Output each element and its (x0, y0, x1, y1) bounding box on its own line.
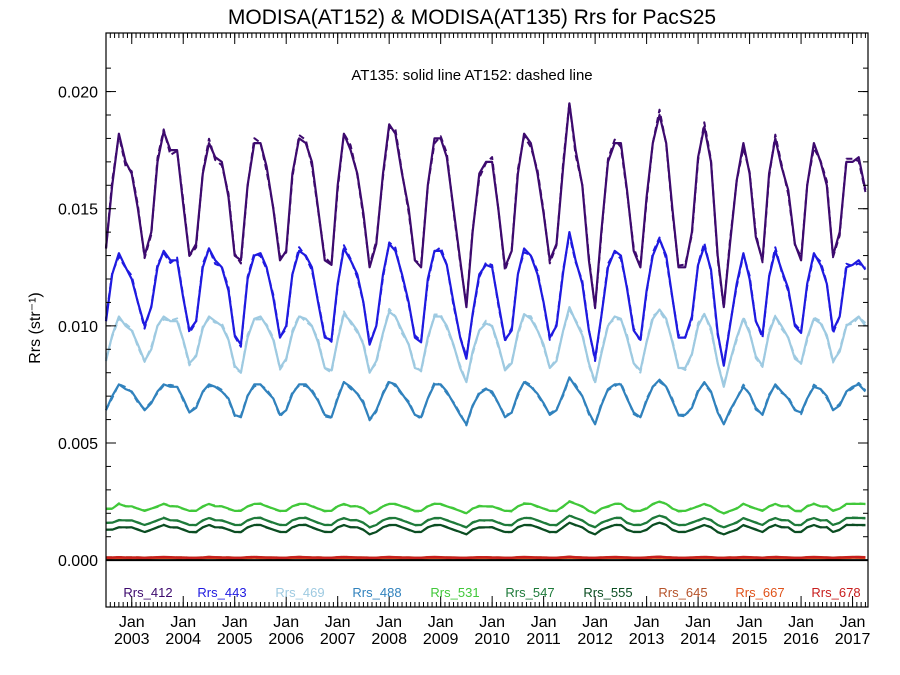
series-dashed-line-rrs-555 (105, 521, 866, 536)
x-tick-label-month: Jan (634, 614, 660, 631)
legend-entry: Rrs_443 (197, 585, 246, 600)
x-tick-label-year: 2010 (474, 631, 510, 648)
x-tick-label-year: 2014 (680, 631, 716, 648)
x-tick-label-month: Jan (582, 614, 608, 631)
y-tick-label: 0.020 (58, 85, 98, 102)
legend-entry: Rrs_547 (505, 585, 554, 600)
x-tick-label-year: 2009 (423, 631, 459, 648)
x-tick-label-year: 2012 (577, 631, 613, 648)
chart-annotation: AT135: solid line AT152: dashed line (351, 67, 592, 84)
series-dashed-line-rrs-412 (105, 101, 867, 310)
x-tick-label-year: 2013 (629, 631, 665, 648)
y-tick-label: 0.010 (58, 319, 98, 336)
x-tick-label-year: 2008 (371, 631, 407, 648)
series-dashed-line-rrs-488 (105, 377, 867, 427)
legend-entry: Rrs_469 (275, 585, 324, 600)
series-dashed-line-rrs-443 (105, 234, 866, 365)
x-tick-label-month: Jan (376, 614, 402, 631)
series-line-rrs-443 (104, 231, 867, 367)
x-tick-label-year: 2017 (835, 631, 871, 648)
plot-area: 0.0000.0050.0100.0150.020Jan2003Jan2004J… (58, 32, 871, 648)
series-line-rrs-469 (104, 306, 867, 388)
legend-entry: Rrs_645 (658, 585, 707, 600)
series-dashed-line-rrs-531 (105, 500, 866, 515)
series-line-rrs-412 (104, 102, 867, 309)
series-dashed-line-rrs-547 (105, 514, 866, 529)
legend-entry: Rrs_555 (583, 585, 632, 600)
chart-title: MODISA(AT152) & MODISA(AT135) Rrs for Pa… (228, 6, 716, 29)
x-tick-label-month: Jan (479, 614, 505, 631)
x-tick-label-year: 2006 (268, 631, 304, 648)
y-axis-label: Rrs (str⁻¹) (27, 292, 44, 364)
x-tick-label-month: Jan (531, 614, 557, 631)
x-tick-label-month: Jan (737, 614, 763, 631)
x-tick-label-month: Jan (222, 614, 248, 631)
x-tick-label-year: 2005 (217, 631, 253, 648)
y-tick-label: 0.000 (58, 553, 98, 570)
legend-entry: Rrs_531 (430, 585, 479, 600)
x-tick-label-month: Jan (788, 614, 814, 631)
x-tick-label-month: Jan (170, 614, 196, 631)
legend-entry: Rrs_412 (123, 585, 172, 600)
x-tick-label-year: 2007 (320, 631, 356, 648)
legend-entry: Rrs_678 (811, 585, 860, 600)
series-dashed-line-rrs-678 (106, 555, 866, 559)
x-tick-label-year: 2011 (526, 631, 561, 648)
x-tick-label-year: 2004 (165, 631, 201, 648)
legend-entry: Rrs_488 (352, 585, 401, 600)
x-tick-label-year: 2016 (783, 631, 819, 648)
y-tick-label: 0.015 (58, 202, 98, 219)
x-tick-label-month: Jan (273, 614, 299, 631)
y-tick-label: 0.005 (58, 436, 98, 453)
x-tick-label-year: 2015 (732, 631, 768, 648)
x-tick-label-month: Jan (840, 614, 866, 631)
x-tick-label-month: Jan (325, 614, 351, 631)
x-tick-label-year: 2003 (114, 631, 150, 648)
x-tick-label-month: Jan (428, 614, 454, 631)
x-tick-label-month: Jan (685, 614, 711, 631)
legend-entry: Rrs_667 (735, 585, 784, 600)
series-dashed-line-rrs-469 (105, 307, 867, 386)
plot-frame (105, 32, 869, 608)
x-tick-label-month: Jan (119, 614, 145, 631)
